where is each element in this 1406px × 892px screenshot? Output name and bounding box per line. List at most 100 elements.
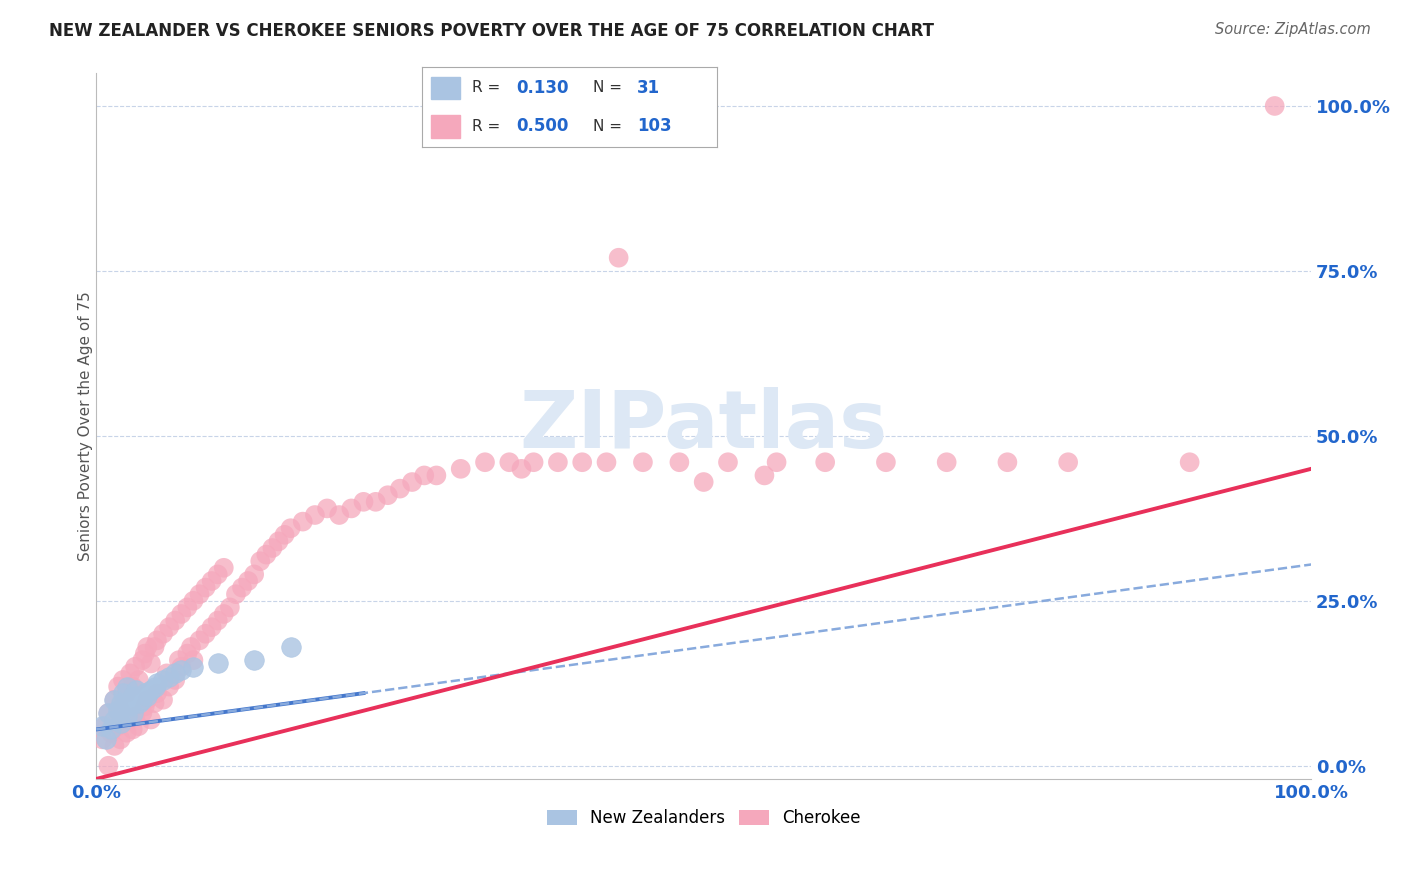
- Point: [607, 251, 630, 265]
- Point: [814, 455, 837, 469]
- Point: [139, 657, 162, 671]
- Point: [136, 692, 159, 706]
- Point: [243, 567, 266, 582]
- Point: [243, 653, 266, 667]
- Point: [254, 548, 277, 562]
- Legend: New Zealanders, Cherokee: New Zealanders, Cherokee: [540, 803, 868, 834]
- Point: [364, 495, 387, 509]
- Text: 103: 103: [637, 118, 672, 136]
- Point: [110, 703, 132, 717]
- Point: [124, 709, 146, 723]
- Point: [152, 627, 174, 641]
- Point: [1057, 455, 1080, 469]
- Point: [143, 640, 166, 654]
- Point: [547, 455, 569, 469]
- Point: [134, 686, 156, 700]
- Bar: [430, 115, 460, 137]
- Point: [111, 686, 134, 700]
- Point: [212, 561, 235, 575]
- Point: [134, 647, 156, 661]
- Point: [523, 455, 546, 469]
- Point: [165, 666, 187, 681]
- Point: [139, 713, 162, 727]
- Point: [413, 468, 436, 483]
- Point: [595, 455, 617, 469]
- Point: [225, 587, 247, 601]
- Point: [97, 706, 120, 720]
- Text: Source: ZipAtlas.com: Source: ZipAtlas.com: [1215, 22, 1371, 37]
- Point: [107, 703, 129, 717]
- Text: NEW ZEALANDER VS CHEROKEE SENIORS POVERTY OVER THE AGE OF 75 CORRELATION CHART: NEW ZEALANDER VS CHEROKEE SENIORS POVERT…: [49, 22, 934, 40]
- Point: [115, 709, 138, 723]
- Point: [170, 659, 193, 673]
- Point: [291, 515, 314, 529]
- Point: [236, 574, 259, 588]
- Point: [143, 680, 166, 694]
- Point: [571, 455, 593, 469]
- Point: [110, 715, 132, 730]
- Point: [121, 723, 143, 737]
- Point: [165, 673, 187, 687]
- Point: [340, 501, 363, 516]
- Point: [131, 653, 153, 667]
- Point: [103, 739, 125, 753]
- Point: [450, 462, 472, 476]
- Point: [107, 719, 129, 733]
- Point: [231, 581, 253, 595]
- Point: [143, 696, 166, 710]
- Point: [103, 692, 125, 706]
- Point: [510, 462, 533, 476]
- Point: [121, 680, 143, 694]
- Point: [128, 696, 150, 710]
- Point: [176, 647, 198, 661]
- Point: [152, 673, 174, 687]
- Point: [218, 600, 240, 615]
- Point: [115, 686, 138, 700]
- Point: [125, 682, 148, 697]
- Text: 0.500: 0.500: [516, 118, 568, 136]
- Point: [94, 732, 117, 747]
- Point: [188, 633, 211, 648]
- Point: [124, 659, 146, 673]
- Point: [304, 508, 326, 522]
- Point: [91, 732, 114, 747]
- Point: [146, 676, 169, 690]
- Point: [115, 680, 138, 694]
- Point: [136, 640, 159, 654]
- Text: R =: R =: [472, 80, 501, 95]
- Point: [183, 653, 205, 667]
- Point: [146, 633, 169, 648]
- Point: [100, 725, 122, 739]
- Point: [207, 567, 229, 582]
- Point: [136, 690, 159, 704]
- Point: [121, 690, 143, 704]
- Bar: [430, 77, 460, 99]
- Point: [183, 594, 205, 608]
- Point: [280, 521, 302, 535]
- Point: [207, 657, 229, 671]
- Point: [176, 600, 198, 615]
- Point: [115, 725, 138, 739]
- Point: [121, 706, 143, 720]
- Text: R =: R =: [472, 119, 501, 134]
- Point: [377, 488, 399, 502]
- Y-axis label: Seniors Poverty Over the Age of 75: Seniors Poverty Over the Age of 75: [77, 291, 93, 561]
- Point: [425, 468, 447, 483]
- Point: [139, 682, 162, 697]
- Point: [388, 482, 411, 496]
- Point: [201, 620, 224, 634]
- Point: [111, 673, 134, 687]
- Point: [280, 640, 302, 654]
- Point: [110, 696, 132, 710]
- Point: [157, 680, 180, 694]
- Point: [156, 666, 179, 681]
- Text: N =: N =: [593, 80, 621, 95]
- Point: [1264, 99, 1286, 113]
- Point: [170, 607, 193, 621]
- Point: [401, 475, 423, 489]
- Point: [474, 455, 496, 469]
- Point: [180, 640, 202, 654]
- Point: [875, 455, 897, 469]
- Point: [152, 692, 174, 706]
- Point: [498, 455, 520, 469]
